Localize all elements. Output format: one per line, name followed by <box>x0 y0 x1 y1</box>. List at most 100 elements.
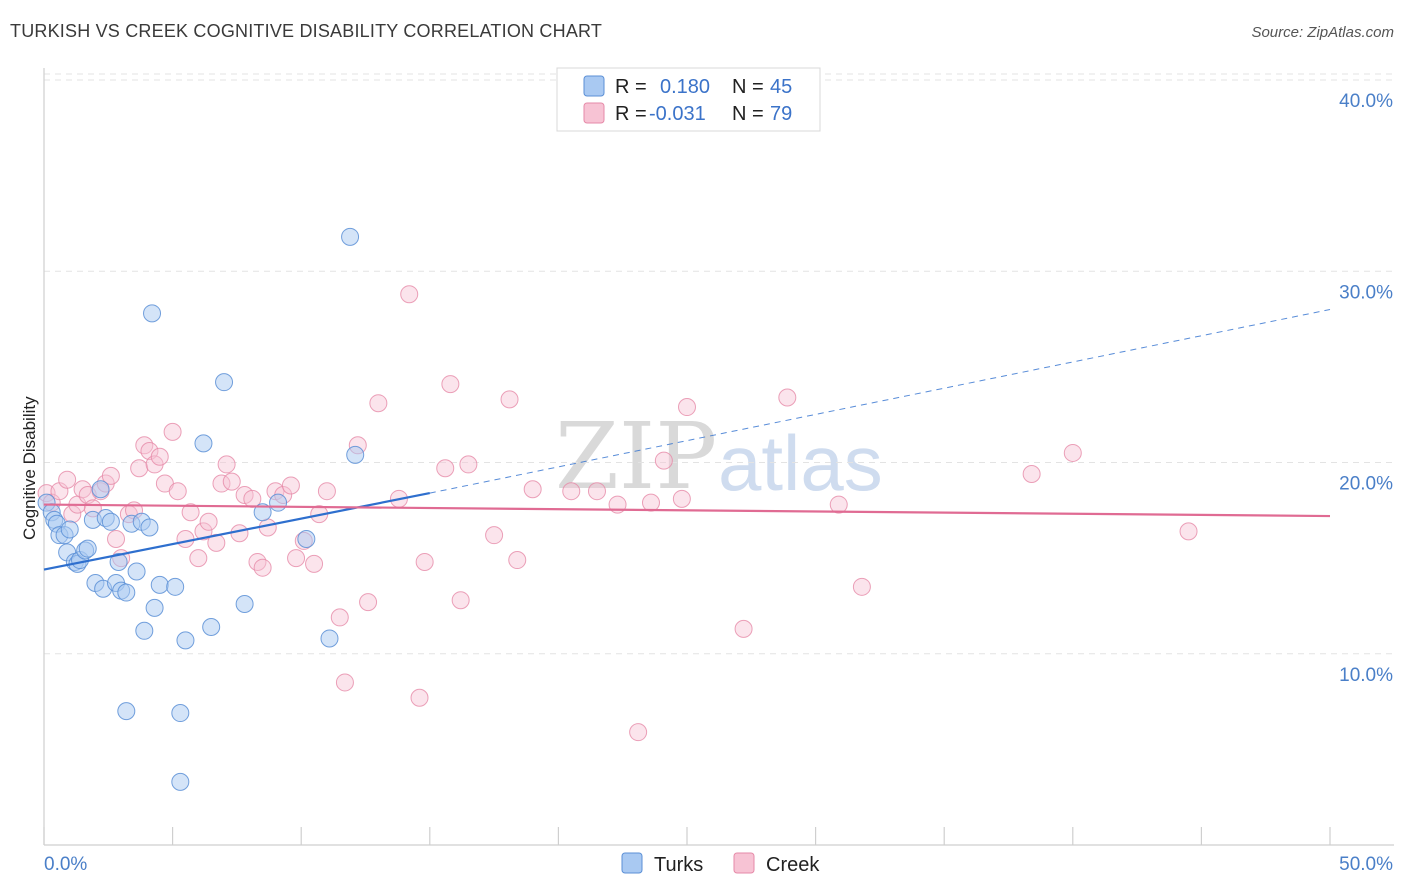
turks-point <box>176 631 195 650</box>
creek-point <box>654 451 673 470</box>
creek-point <box>1063 443 1082 462</box>
creek-point <box>181 503 200 522</box>
creek-trend-line <box>43 503 1331 518</box>
creek-point <box>199 512 218 531</box>
legend-creek-n-value: 79 <box>770 103 792 125</box>
creek-point <box>330 608 349 627</box>
turks-point <box>117 702 136 721</box>
turks-point <box>145 598 164 617</box>
creek-point <box>451 591 470 610</box>
turks-point <box>202 617 221 636</box>
turks-point <box>235 595 254 614</box>
turks-point <box>320 629 339 648</box>
y-tick-label: 20.0% <box>1339 474 1393 495</box>
watermark-atlas: atlas <box>718 419 883 507</box>
bottom-legend-creek-swatch <box>733 852 755 874</box>
creek-point <box>678 398 696 417</box>
turks-point <box>140 518 159 537</box>
creek-point <box>734 619 753 638</box>
creek-point <box>248 552 267 571</box>
creek-point <box>281 476 300 495</box>
turks-point <box>253 503 272 522</box>
trend-lines <box>43 309 1331 571</box>
watermark-zip: ZIP <box>555 403 717 510</box>
turks-point <box>78 539 97 558</box>
turks-point <box>60 520 79 539</box>
legend-turks-n-label: N = <box>732 76 764 98</box>
gridlines <box>44 73 1394 655</box>
legend-turks-n-value: 45 <box>770 76 792 98</box>
turks-point <box>150 575 169 594</box>
creek-point <box>587 482 606 501</box>
turks-trend-line <box>43 492 431 571</box>
creek-point <box>58 470 77 489</box>
creek-point <box>641 493 660 512</box>
creek-point <box>852 577 871 596</box>
turks-point <box>215 373 234 392</box>
turks-point <box>117 583 136 602</box>
legend-turks-swatch <box>583 75 605 97</box>
creek-point <box>459 455 478 474</box>
creek-point <box>194 522 213 541</box>
source-credit: Source: ZipAtlas.com <box>1251 24 1394 41</box>
turks-point <box>194 434 213 453</box>
bottom-legend-turks-label: Turks <box>654 854 703 876</box>
legend-creek-n-label: N = <box>732 103 764 125</box>
creek-point <box>101 466 120 485</box>
creek-point <box>107 530 126 548</box>
creek-point <box>287 549 306 568</box>
turks-point <box>166 577 185 596</box>
creek-point <box>415 552 434 571</box>
creek-point <box>230 524 249 543</box>
creek-point <box>369 394 388 413</box>
creek-point <box>168 482 187 501</box>
x-tick-label: 0.0% <box>44 854 87 875</box>
turks-series <box>37 227 365 791</box>
turks-point <box>127 562 146 581</box>
creek-point <box>829 495 848 514</box>
creek-point <box>359 593 378 612</box>
creek-point <box>176 530 195 548</box>
turks-point <box>297 530 316 548</box>
creek-point <box>629 723 648 742</box>
turks-point <box>143 304 162 323</box>
x-tick-label: 50.0% <box>1339 854 1393 875</box>
legend-turks-r-label: R = <box>615 76 647 98</box>
creek-point <box>140 442 159 461</box>
turks-point <box>171 772 190 791</box>
creek-point <box>73 480 92 499</box>
creek-point <box>222 472 241 491</box>
creek-point <box>1179 522 1198 541</box>
creek-point <box>441 375 460 394</box>
x-tick-labels: 0.0% 50.0% <box>44 854 1393 875</box>
creek-point <box>1022 464 1041 483</box>
legend-turks-r-value: 0.180 <box>660 76 710 98</box>
turks-point <box>135 621 154 640</box>
y-tick-label: 10.0% <box>1339 665 1393 686</box>
series-legend: Turks Creek <box>621 852 820 876</box>
watermark: ZIP atlas <box>555 403 883 510</box>
creek-point <box>317 482 336 501</box>
turks-point <box>101 512 120 531</box>
creek-point <box>135 436 154 455</box>
creek-point <box>436 459 455 478</box>
correlation-legend: R = 0.180 N = 45 R = -0.031 N = 79 <box>556 67 821 132</box>
creek-point <box>130 459 149 478</box>
creek-point <box>410 688 429 707</box>
bottom-legend-creek-label: Creek <box>766 854 820 876</box>
creek-point <box>672 489 691 508</box>
turks-point <box>269 493 288 512</box>
chart-title: TURKISH VS CREEK COGNITIVE DISABILITY CO… <box>10 21 603 41</box>
creek-point <box>217 455 236 474</box>
turks-point <box>171 704 190 723</box>
y-tick-label: 30.0% <box>1339 282 1393 303</box>
legend-creek-swatch <box>583 102 605 124</box>
turks-point <box>109 552 128 571</box>
creek-point <box>508 551 527 570</box>
y-axis-label: Cognitive Disability <box>20 396 39 540</box>
creek-point <box>335 673 354 692</box>
creek-point <box>150 447 169 466</box>
turks-point <box>346 445 365 464</box>
y-tick-labels: 10.0% 20.0% 30.0% 40.0% <box>1339 91 1393 686</box>
creek-point <box>253 558 272 577</box>
